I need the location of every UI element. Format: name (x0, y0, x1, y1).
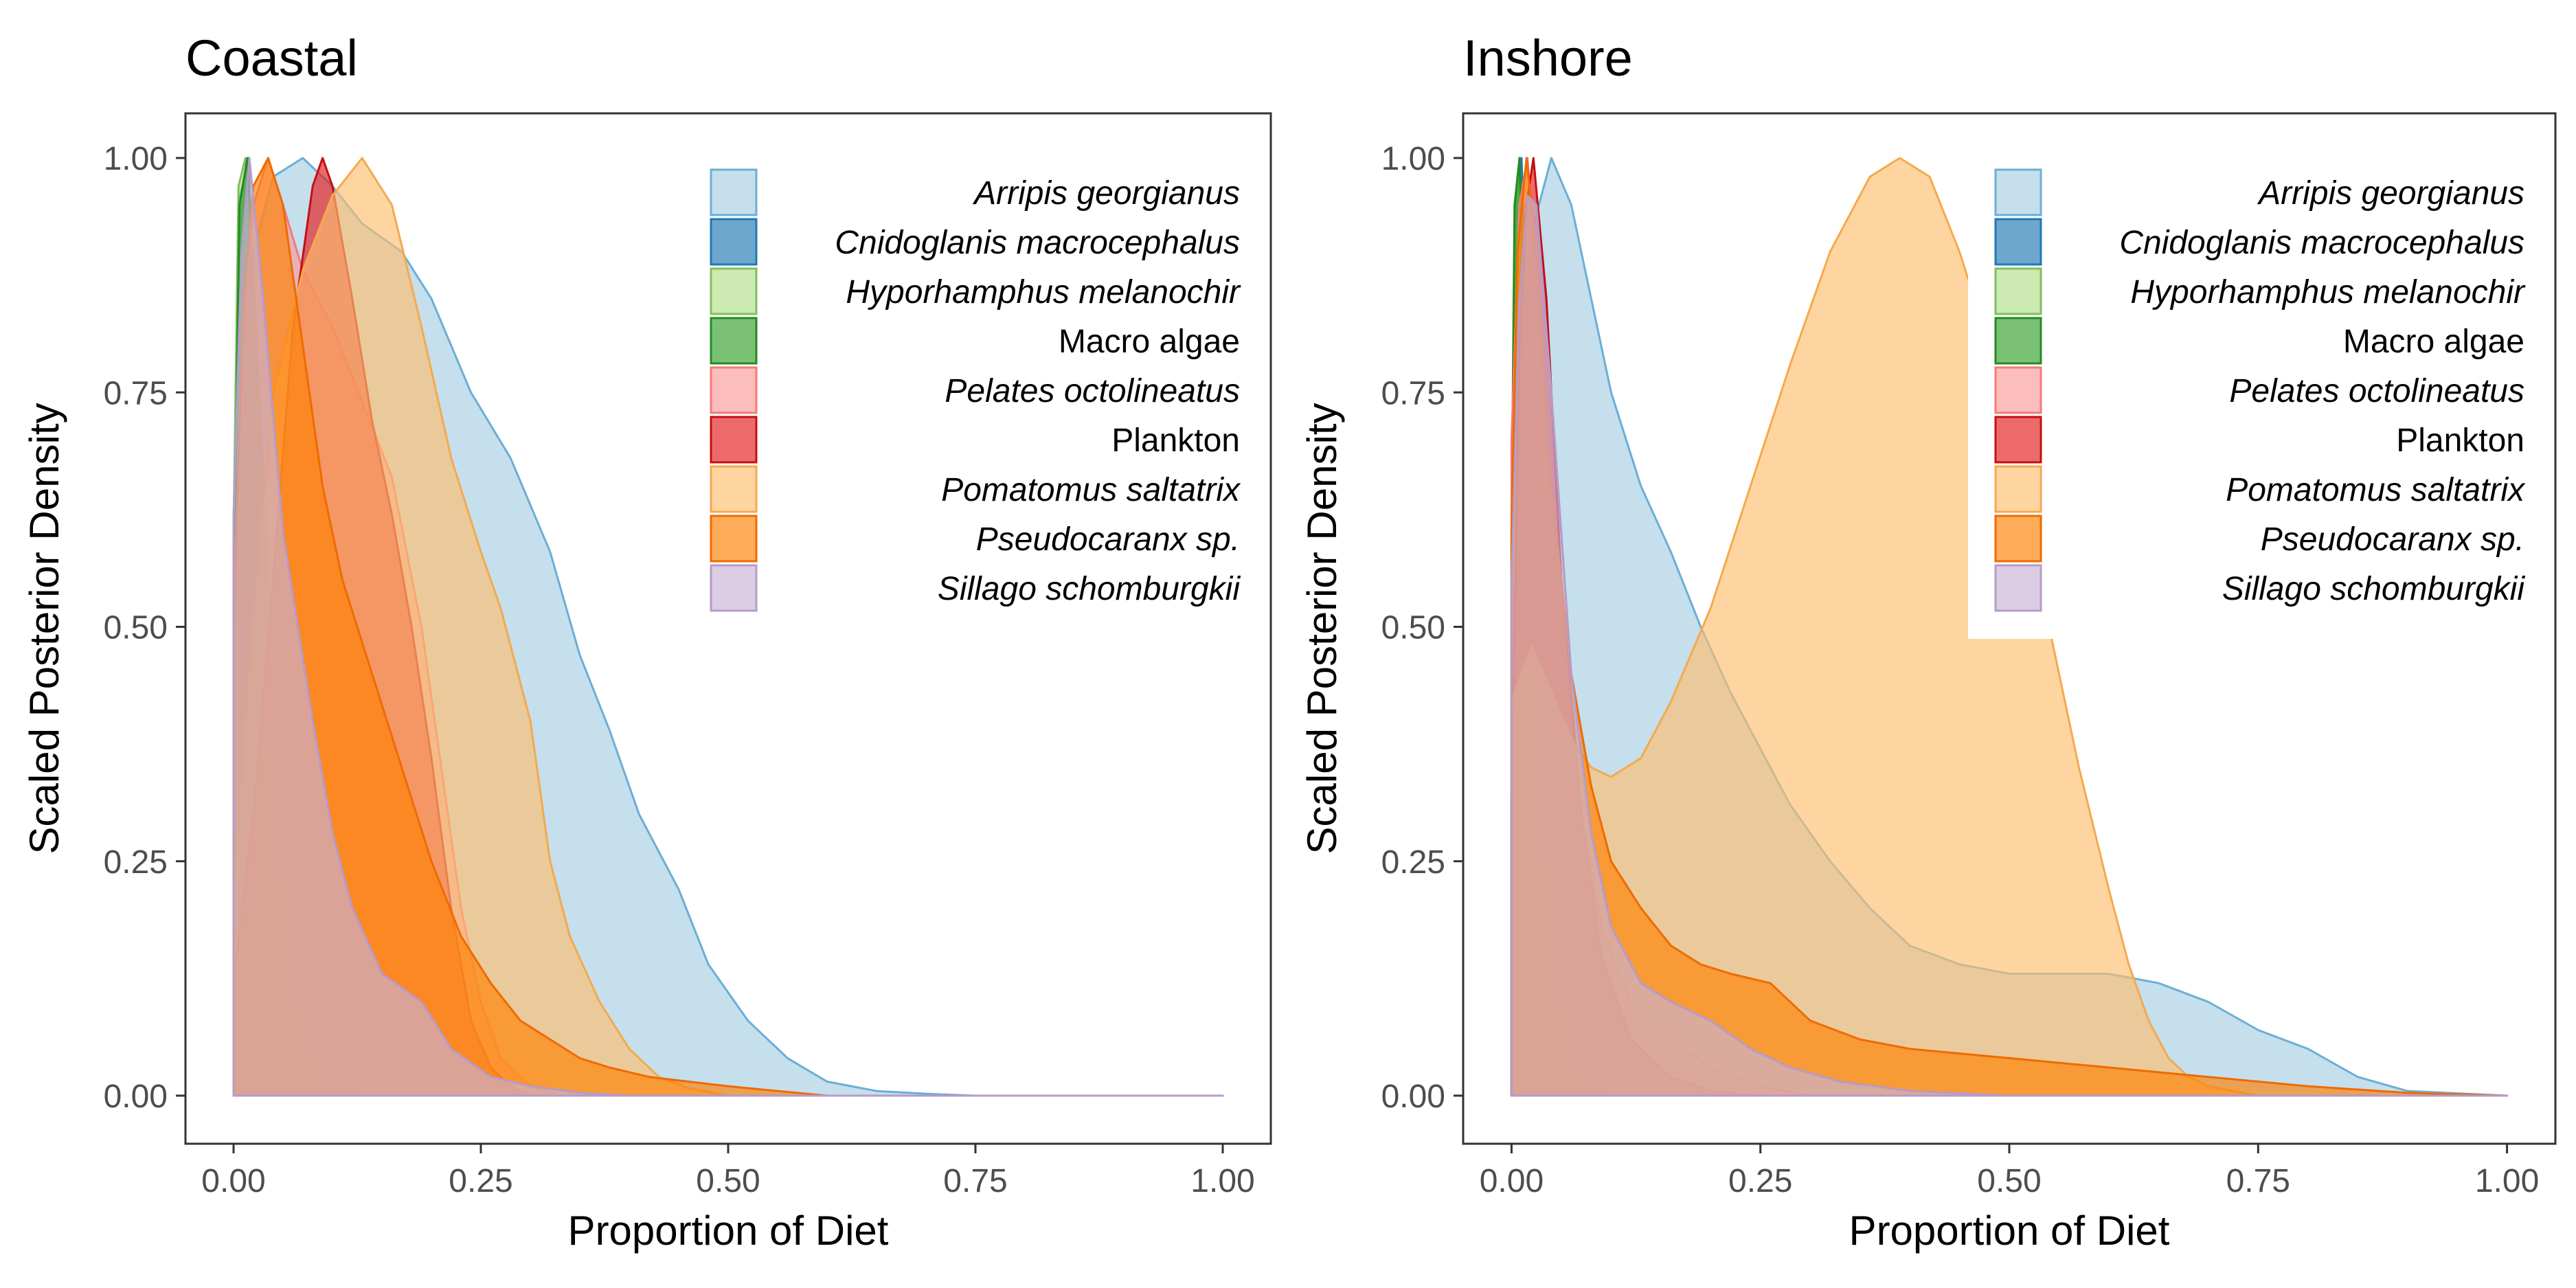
legend-key-pomatomus-saltatrix (1994, 465, 2042, 513)
y-tick-label: 0.75 (104, 375, 168, 411)
y-tick-label: 0.00 (1381, 1078, 1445, 1115)
x-tick-label: 0.50 (696, 1163, 760, 1199)
legend-key-hyporhamphus-melanochir (710, 267, 758, 315)
legend: Arripis georgianus Cnidoglanis macrocepha… (710, 168, 1241, 612)
legend-background (1968, 151, 2553, 639)
y-tick-label: 0.25 (1381, 844, 1445, 881)
x-axis-title: Proportion of Diet (568, 1208, 889, 1254)
y-tick-label: 0.75 (1381, 375, 1445, 411)
legend-key-sillago-schomburgkii (1994, 564, 2042, 612)
legend-key-cnidoglanis-macrocephalus (710, 218, 758, 266)
legend-key-arripis-georgianus (710, 168, 758, 216)
legend-key-pseudocaranx-sp (1994, 515, 2042, 563)
x-tick-label: 0.25 (449, 1163, 512, 1199)
legend-key-macro-algae (710, 317, 758, 365)
panel-title: Coastal (185, 30, 358, 87)
legend-label: Arripis georgianus (972, 175, 1240, 212)
legend-label: Pseudocaranx sp. (2261, 521, 2524, 558)
legend-label: Cnidoglanis macrocephalus (2119, 225, 2524, 261)
legend-label: Pelates octolineatus (945, 373, 1240, 409)
legend-key-pelates-octolineatus (710, 366, 758, 414)
x-tick-label: 0.75 (2226, 1163, 2290, 1199)
y-tick-label: 1.00 (104, 141, 168, 177)
density-area-sillago-schomburgkii (232, 157, 1224, 1097)
legend-label: Macro algae (1059, 324, 1240, 360)
legend-label: Plankton (1111, 422, 1240, 459)
panel-title: Inshore (1463, 30, 1633, 87)
legend-label: Sillago schomburgkii (938, 571, 1241, 607)
legend-label: Pomatomus saltatrix (941, 472, 1241, 508)
y-axis-title: Scaled Posterior Density (21, 403, 67, 855)
legend-key-cnidoglanis-macrocephalus (1994, 218, 2042, 266)
legend-key-plankton (710, 416, 758, 464)
legend-label: Sillago schomburgkii (2222, 571, 2526, 607)
x-tick-label: 1.00 (2475, 1163, 2539, 1199)
x-axis-title: Proportion of Diet (1849, 1208, 2170, 1254)
legend-key-hyporhamphus-melanochir (1994, 267, 2042, 315)
y-tick-label: 0.50 (1381, 610, 1445, 646)
legend: Arripis georgianus Cnidoglanis macrocepha… (1968, 151, 2553, 639)
legend-label: Hyporhamphus melanochir (846, 274, 1241, 310)
y-tick-label: 0.50 (104, 610, 168, 646)
legend-label: Pomatomus saltatrix (2226, 472, 2526, 508)
legend-key-pseudocaranx-sp (710, 515, 758, 563)
legend-key-pelates-octolineatus (1994, 366, 2042, 414)
legend-label: Pseudocaranx sp. (976, 521, 1240, 558)
x-tick-label: 0.25 (1728, 1163, 1792, 1199)
panel-coastal: Coastal 0.00 0.25 0.50 0.75 1.00 0.00 0.25 0.50 0… (21, 30, 1272, 1254)
legend-key-sillago-schomburgkii (710, 564, 758, 612)
x-tick-label: 1.00 (1190, 1163, 1254, 1199)
panel-inshore: Inshore 0.00 0.25 0.50 0.75 1.00 0.00 0.25 0.50 0… (1299, 30, 2557, 1254)
legend-label: Hyporhamphus melanochir (2130, 274, 2526, 310)
legend-label: Arripis georgianus (2257, 175, 2524, 212)
legend-key-pomatomus-saltatrix (710, 465, 758, 513)
legend-label: Pelates octolineatus (2229, 373, 2524, 409)
x-tick-label: 0.50 (1977, 1163, 2041, 1199)
x-tick-label: 0.00 (201, 1163, 265, 1199)
legend-label: Cnidoglanis macrocephalus (835, 225, 1240, 261)
y-axis-title: Scaled Posterior Density (1299, 403, 1345, 855)
legend-key-plankton (1994, 416, 2042, 464)
legend-label: Macro algae (2343, 324, 2524, 360)
x-tick-label: 0.00 (1480, 1163, 1544, 1199)
y-tick-label: 0.00 (104, 1078, 168, 1115)
legend-label: Plankton (2396, 422, 2524, 459)
legend-key-macro-algae (1994, 317, 2042, 365)
y-tick-label: 1.00 (1381, 141, 1445, 177)
x-tick-label: 0.75 (943, 1163, 1007, 1199)
density-area-sillago-schomburgkii (1510, 194, 2509, 1097)
y-tick-label: 0.25 (104, 844, 168, 881)
legend-key-arripis-georgianus (1994, 168, 2042, 216)
